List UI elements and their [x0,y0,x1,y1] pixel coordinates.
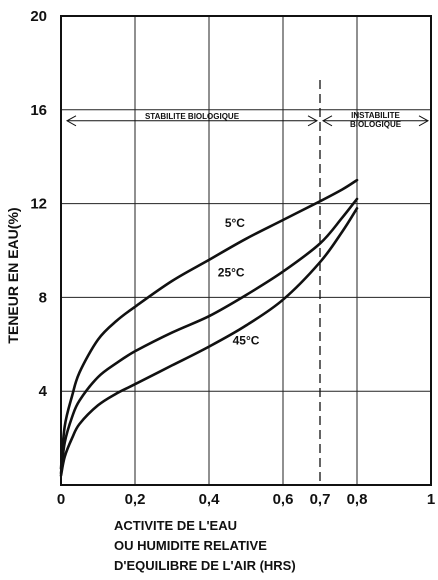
series-label-0: 5°C [225,216,245,230]
zone-label: INSTABILITE [351,111,400,120]
y-tick-label: 16 [30,102,47,119]
x-tick-label: 0,6 [273,491,294,508]
x-tick-label: 0,2 [125,491,146,508]
zone-label: BIOLOGIQUE [350,120,402,129]
x-tick-label: 0,4 [199,491,221,508]
y-axis-label: TENEUR EN EAU(%) [5,207,21,343]
zone-arrow-head-right [307,115,319,127]
zone-arrow-head-left [65,115,77,127]
y-tick-label: 12 [30,196,47,213]
series-labels: 5°C 25°C 45°C [218,216,260,347]
series-label-1: 25°C [218,265,245,279]
y-tick-label: 8 [39,289,47,306]
series-line-0 [59,178,359,470]
y-tick-label: 20 [30,8,47,25]
zone-arrow-head-right [418,115,430,127]
series-line-2 [59,207,359,477]
plot-frame [60,15,432,486]
x-tick-label: 0,8 [347,491,368,508]
x-tick-label: 0 [57,491,65,508]
x-tick-labels: 0 0,2 0,4 0,6 0,7 0,8 1 [57,491,435,508]
x-axis-title-line-2: OU HUMIDITE RELATIVE [114,538,267,553]
zone-label: STABILITE BIOLOGIQUE [145,112,240,121]
series-lines [59,178,359,477]
x-tick-label: 1 [427,491,435,508]
y-tick-label: 4 [39,383,48,400]
y-tick-labels: 4 8 12 16 20 [30,8,47,400]
zone-annotations: STABILITE BIOLOGIQUE INSTABILITEBIOLOGIQU… [65,111,430,129]
x-axis-title: ACTIVITE DE L'EAU OU HUMIDITE RELATIVE D… [114,516,414,576]
grid-lines [61,16,431,485]
x-axis-title-line-1: ACTIVITE DE L'EAU [114,518,237,533]
x-axis-title-line-3: D'EQUILIBRE DE L'AIR (HRS) [114,558,296,573]
series-line-1 [59,197,359,475]
x-tick-label: 0,7 [310,491,331,508]
series-label-2: 45°C [233,333,260,347]
zone-arrow-head-left [321,115,333,127]
